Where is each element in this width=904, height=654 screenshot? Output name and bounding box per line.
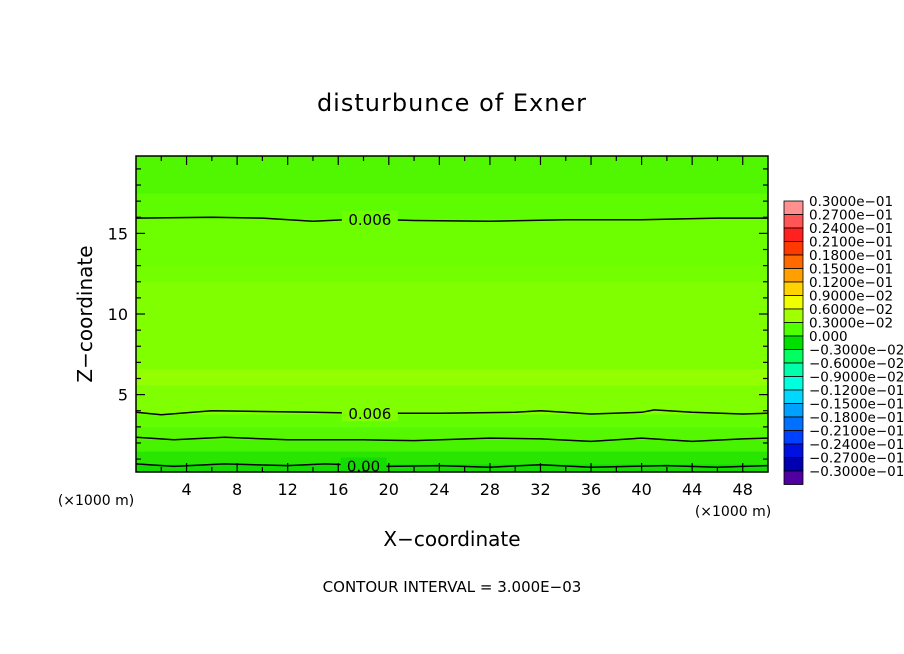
y-tick-label: 10 [108,305,128,324]
legend-label: −0.1200e−01 [809,383,904,399]
heatmap-band-2 [136,439,768,452]
x-tick-label: 44 [682,480,702,499]
x-tick-label: 28 [480,480,500,499]
legend-swatch [783,227,804,242]
contour-label: 0.006 [348,405,391,423]
legend-label: −0.3000e−02 [809,343,904,359]
legend-swatch [783,214,804,229]
legend-label: 0.3000e−01 [809,194,893,210]
contour-line-2 [136,436,768,443]
heatmap-band-9 [136,218,768,267]
legend-swatch [783,295,804,310]
legend-label: 0.9000e−02 [809,289,893,305]
legend-swatch [783,403,804,418]
legend-swatch [783,308,804,323]
legend-swatch [783,322,804,337]
legend-swatch [783,335,804,350]
legend-label: −0.3000e−01 [809,464,904,480]
x-tick-label: 48 [733,480,753,499]
legend-swatch [783,362,804,377]
legend-swatch [783,376,804,391]
legend-label: 0.3000e−02 [809,316,893,332]
chart-title: disturbunce of Exner [317,89,587,117]
contour-line-0 [136,216,768,223]
legend-swatch [783,200,804,215]
heatmap-bands [136,156,768,472]
x-tick-label: 36 [581,480,601,499]
heatmap-band-3 [136,426,768,441]
color-legend: 0.3000e−010.2700e−010.2400e−010.2100e−01… [783,194,904,485]
contour-label-bg [340,457,387,472]
y-axis-label: Z−coordinate [73,245,97,382]
contour-label-bg [341,405,398,422]
heatmap-band-4 [136,413,768,428]
heatmap-band-11 [136,156,768,194]
contour-interval-note: CONTOUR INTERVAL = 3.000E−03 [323,578,582,596]
x-tick-label: 40 [631,480,651,499]
x-tick-label: 8 [232,480,242,499]
legend-swatch [783,416,804,431]
heatmap-band-10 [136,193,768,220]
legend-swatch [783,443,804,458]
heatmap-band-0 [136,463,768,472]
legend-label: −0.1800e−01 [809,410,904,426]
legend-swatch [783,268,804,283]
x-tick-label: 32 [530,480,550,499]
heatmap-band-8 [136,265,768,283]
x-tick-label: 12 [278,480,298,499]
y-tick-label: 15 [108,224,128,243]
contour-label: 0.006 [348,211,391,229]
legend-swatch [783,389,804,404]
legend-label: 0.1200e−01 [809,275,893,291]
heatmap-band-1 [136,451,768,465]
legend-swatch [783,241,804,256]
legend-label: 0.6000e−02 [809,302,893,318]
legend-swatch [783,430,804,445]
legend-label: −0.2100e−01 [809,424,904,440]
legend-label: 0.2700e−01 [809,208,893,224]
legend-label: −0.2700e−01 [809,451,904,467]
heatmap-band-7 [136,281,768,370]
legend-label: 0.2400e−01 [809,221,893,237]
contour-label: 0.00 [347,458,380,476]
x-tick-label: 20 [379,480,399,499]
legend-swatch [783,349,804,364]
contour-line-1 [136,409,768,416]
legend-swatch [783,457,804,472]
x-tick-label: 16 [328,480,348,499]
legend-label: −0.2400e−01 [809,437,904,453]
legend-label: −0.1500e−01 [809,397,904,413]
x-axis-label: X−coordinate [383,527,520,551]
legend-swatch [783,254,804,269]
legend-label: −0.9000e−02 [809,370,904,386]
heatmap-band-6 [136,368,768,386]
y-tick-label: 5 [118,386,128,405]
legend-swatch [783,470,804,485]
x-unit-left: (×1000 m) [58,493,134,509]
legend-label: 0.2100e−01 [809,235,893,251]
legend-label: −0.6000e−02 [809,356,904,372]
x-tick-label: 4 [181,480,191,499]
legend-swatch [783,281,804,296]
legend-label: 0.1800e−01 [809,248,893,264]
legend-label: 0.000 [809,329,848,345]
x-tick-label: 24 [429,480,449,499]
contour-label-bg [341,210,398,227]
legend-label: 0.1500e−01 [809,262,893,278]
heatmap-band-5 [136,384,768,415]
x-unit-right: (×1000 m) [695,504,771,520]
